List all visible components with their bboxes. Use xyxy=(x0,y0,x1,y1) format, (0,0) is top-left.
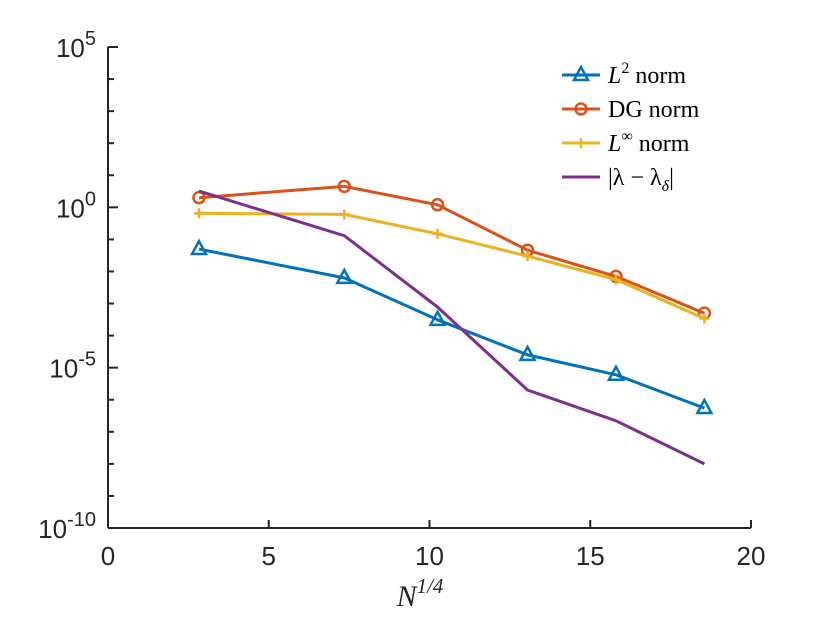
legend-label: L2 norm xyxy=(607,60,686,89)
data-point xyxy=(339,209,350,220)
data-point xyxy=(571,64,591,82)
data-point xyxy=(337,179,352,194)
legend-item: DG norm xyxy=(562,97,700,123)
x-tick-label: 10 xyxy=(415,541,444,571)
x-tick-label: 15 xyxy=(576,541,605,571)
data-point xyxy=(428,309,447,327)
legend-item: L2 norm xyxy=(562,60,686,89)
data-point xyxy=(335,267,354,285)
series-group xyxy=(189,179,714,466)
legend-item: |λ − λδ| xyxy=(562,165,674,195)
legend-item: L∞ norm xyxy=(562,128,690,157)
legend: L2 norm DG norm L∞ norm |λ − λδ| xyxy=(562,60,700,195)
x-tick-label: 20 xyxy=(737,541,766,571)
data-point xyxy=(574,102,588,116)
legend-label: L∞ norm xyxy=(607,128,690,157)
data-point xyxy=(518,344,537,362)
data-point xyxy=(430,198,445,212)
data-point xyxy=(699,313,710,324)
series-line xyxy=(198,211,706,320)
x-tick-label: 0 xyxy=(101,541,115,571)
y-tick-label: 10-5 xyxy=(49,349,96,384)
data-point xyxy=(695,397,714,415)
series-2 xyxy=(193,208,710,324)
y-tick-label: 10-10 xyxy=(38,509,96,544)
x-axis-label: N1/4 xyxy=(396,574,444,613)
data-point xyxy=(189,238,209,256)
data-point xyxy=(610,274,621,285)
legend-label: DG norm xyxy=(608,97,700,123)
legend-label: |λ − λδ| xyxy=(608,165,674,195)
y-tick-label: 105 xyxy=(56,28,96,63)
series-line xyxy=(198,189,706,466)
axes: 0 5 10 15 20 105 100 10-5 10-10 xyxy=(38,28,765,571)
x-tick-label: 5 xyxy=(262,541,276,571)
data-point xyxy=(576,138,586,148)
series-line xyxy=(198,247,705,410)
series-3 xyxy=(198,189,706,466)
data-point xyxy=(606,364,626,382)
series-0 xyxy=(189,238,714,415)
data-point xyxy=(432,228,443,239)
y-tick-label: 100 xyxy=(56,188,96,223)
data-point xyxy=(522,251,533,262)
series-1 xyxy=(192,179,712,320)
series-line xyxy=(198,184,705,315)
data-point xyxy=(193,208,204,219)
